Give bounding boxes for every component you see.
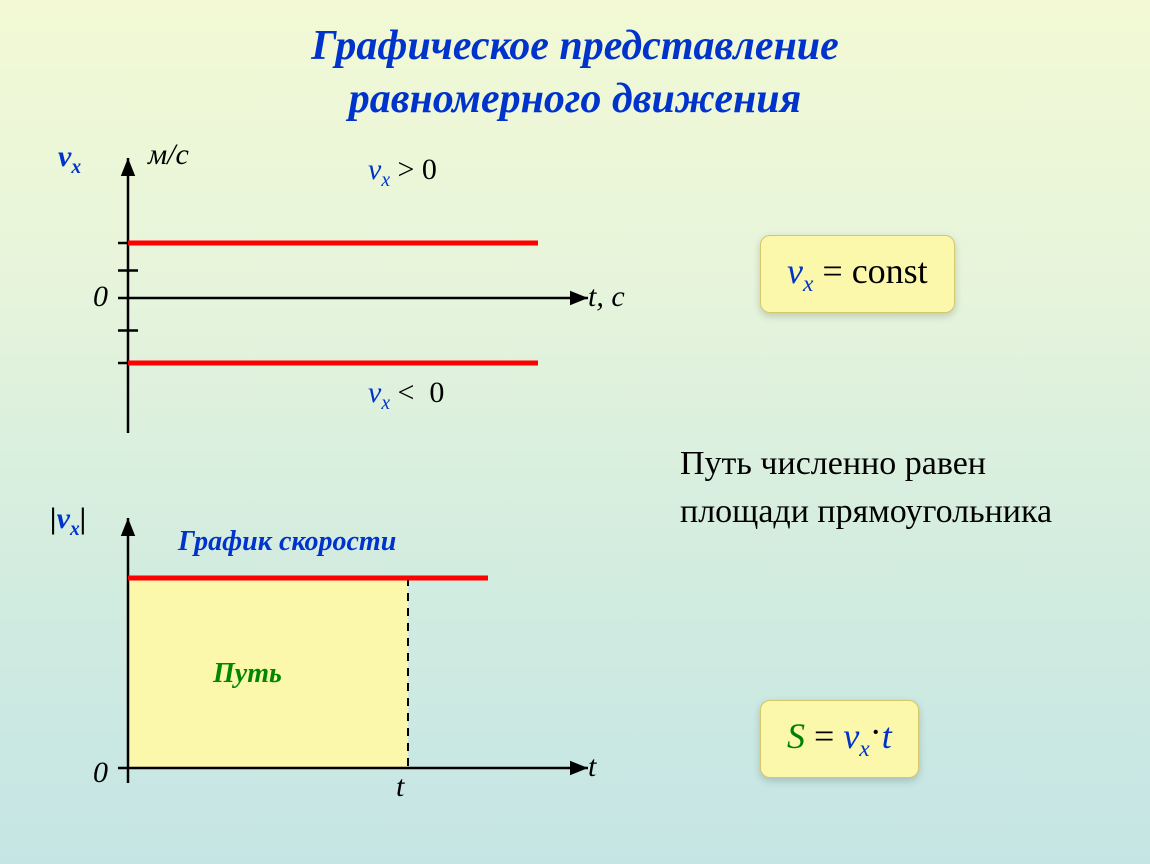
velocity-sign-chart: vx м/с t, c 0 vx > 0 vx < 0 bbox=[68, 148, 628, 448]
f2-S: S bbox=[787, 716, 805, 756]
f2-eq: = bbox=[805, 716, 843, 756]
f2-t: t bbox=[882, 716, 892, 756]
chart1-y-var: vx bbox=[58, 140, 81, 173]
chart2-area-label: Путь bbox=[213, 658, 282, 690]
path-area-text: Путь численно равен площади прямоугольни… bbox=[680, 440, 1052, 535]
chart1-vx-pos: vx > 0 bbox=[368, 153, 437, 192]
f2-v: vx bbox=[843, 716, 869, 756]
chart1-y-unit: м/с bbox=[148, 138, 189, 172]
chart2-t-label: t bbox=[396, 770, 404, 804]
chart2-x-label: t bbox=[588, 750, 596, 784]
formula-vx-const: vx = const bbox=[760, 235, 955, 313]
title-line2: равномерного движения bbox=[349, 76, 802, 122]
chart1-x-label: t, c bbox=[588, 280, 625, 314]
f1-val: const bbox=[852, 251, 928, 291]
chart2-origin: 0 bbox=[93, 756, 108, 790]
body-line1: Путь численно равен bbox=[680, 445, 986, 482]
title-line1: Графическое представление bbox=[311, 23, 839, 69]
chart2-title: График скорости bbox=[178, 526, 396, 558]
chart1-vx-neg: vx < 0 bbox=[368, 376, 444, 415]
f1-var: vx bbox=[787, 251, 813, 291]
f1-eq: = bbox=[813, 251, 851, 291]
slide-title: Графическое представление равномерного д… bbox=[0, 0, 1150, 125]
chart2-y-label: |vx| bbox=[50, 502, 86, 541]
velocity-area-chart: |vx| t 0 t График скорости Путь bbox=[68, 508, 628, 818]
chart1-origin: 0 bbox=[93, 280, 108, 314]
formula-s-vt: S = vx·t bbox=[760, 700, 919, 778]
chart1-y-label: vx bbox=[58, 140, 81, 179]
body-line2: площади прямоугольника bbox=[680, 493, 1052, 530]
f2-dot: · bbox=[870, 712, 882, 752]
